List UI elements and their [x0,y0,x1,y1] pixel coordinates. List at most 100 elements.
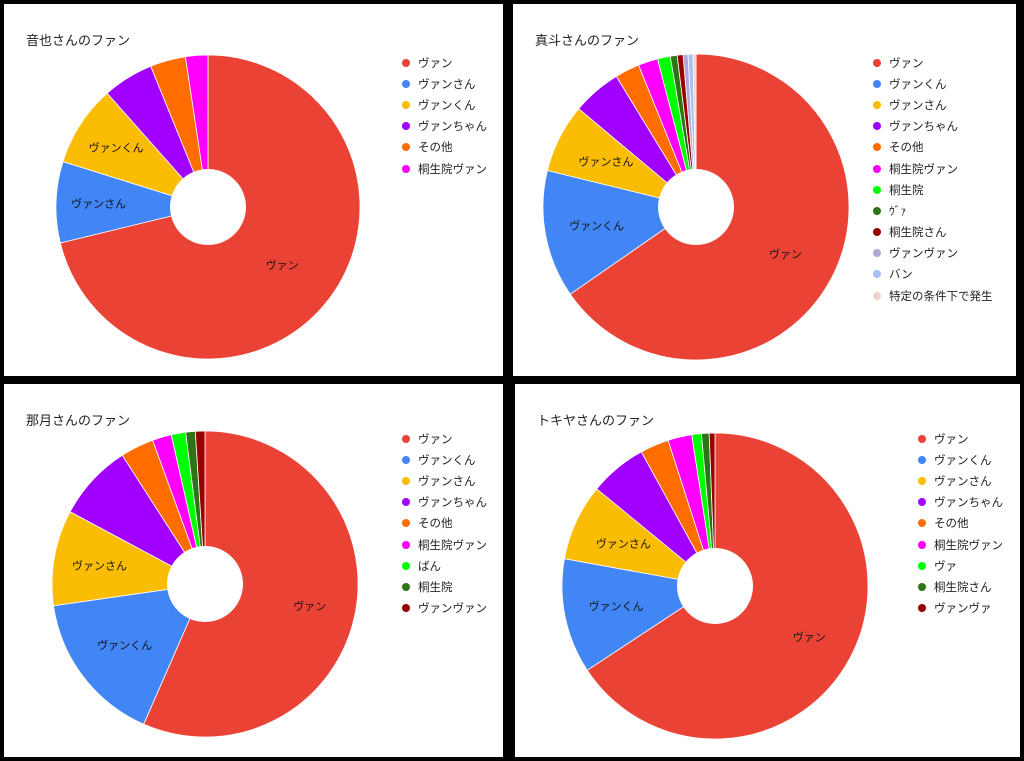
legend-swatch [873,164,881,173]
legend-label: ヴァンちゃん [418,119,487,134]
legend-item: ヴァン [402,428,487,449]
legend-label: ｳﾞｧ [889,203,907,218]
legend-swatch [402,498,410,507]
legend-swatch [873,185,881,194]
legend-label: 桐生院ヴァン [418,537,487,552]
legend-item: 桐生院ヴァン [873,158,993,179]
legend-item: ヴァン [402,52,487,73]
legend-label: ヴァンくん [934,452,992,467]
legend-label: その他 [889,140,924,155]
slice-label: ヴァン [266,258,299,272]
slice-label: ヴァンくん [589,599,644,613]
pie-slice [62,92,210,208]
legend-swatch [402,476,410,485]
legend-label: ヴァンちゃん [418,495,487,510]
pie-chart: ヴァン ヴァンくん ヴァンさん [561,432,869,740]
legend-swatch [402,122,410,131]
legend-item: ｳﾞｧ [873,200,993,221]
legend-label: ヴァン [889,55,924,70]
legend-item: ヴァンちゃん [918,492,1003,513]
slice-label: ヴァンくん [569,218,624,232]
legend-item: ヴァンさん [402,470,487,491]
legend-item: その他 [402,513,487,534]
legend-swatch [873,249,881,258]
chart-title: 音也さんのファン [26,34,131,49]
legend-label: 桐生院 [418,579,453,594]
legend-swatch [918,455,926,464]
legend-label: その他 [934,516,969,531]
legend-label: ばん [418,558,441,573]
legend-label: ヴァ [934,558,957,573]
legend-swatch [918,582,926,591]
legend-label: 桐生院 [889,182,924,197]
legend-item: ヴァンくん [918,449,1003,470]
legend-label: ヴァンヴァン [418,601,487,616]
legend-item: 桐生院ヴァン [402,534,487,555]
legend-item: 桐生院ヴァン [402,158,487,179]
slice-label: ヴァン [293,599,326,613]
legend-item: 桐生院 [873,179,993,200]
pie-slice [184,54,209,208]
legend-item: 特定の条件下で発生 [873,285,993,306]
legend-label: ヴァンヴァン [889,246,958,261]
legend-swatch [402,164,410,173]
legend-item: ばん [402,555,487,576]
donut-hole [167,546,243,622]
chart-panel-oto: 音也さんのファン ヴァン ヴァンさん ヴァンくん ヴァン ヴァンさん ヴァンくん ヴァンち… [4,4,503,376]
legend-item: ヴァンくん [402,94,487,115]
slice-label: ヴァンくん [97,638,152,652]
legend-swatch [402,143,410,152]
legend-item: ヴァンちゃん [873,116,993,137]
pie-chart: ヴァン ヴァンくん ヴァンさん [542,53,850,361]
chart-panel-tokiya: トキヤさんのファン ヴァン ヴァンくん ヴァンさん ヴァン ヴァンくん ヴァンさん ヴァン… [515,384,1020,757]
legend-swatch [918,540,926,549]
legend-item: 桐生院 [402,576,487,597]
legend-label: ヴァン [418,55,453,70]
legend-item: ヴァンさん [402,73,487,94]
slice-label: ヴァンさん [71,197,126,211]
legend-item: ヴァンさん [873,94,993,115]
slice-label: ヴァンさん [596,537,651,551]
chart-legend: ヴァンヴァンさん ヴァンくんヴァンちゃん その他桐生院ヴァン [402,52,487,179]
legend-label: 桐生院さん [934,579,992,594]
legend-item: その他 [918,513,1003,534]
legend-label: ヴァンさん [889,97,947,112]
legend-label: その他 [418,140,453,155]
legend-label: 桐生院ヴァン [934,537,1003,552]
legend-swatch [402,561,410,570]
slice-label: ヴァン [769,247,802,261]
legend-swatch [402,582,410,591]
pie-slice [542,169,697,295]
pie-slice [55,161,210,244]
legend-item: バン [873,264,993,285]
donut-hole [658,169,734,245]
legend-item: ヴァンくん [402,449,487,470]
legend-label: ヴァンくん [889,76,947,91]
legend-swatch [918,519,926,528]
legend-swatch [402,434,410,443]
chart-legend: ヴァン ヴァンくん ヴァンさん ヴァンちゃん その他 桐生院ヴァン 桐生院 ｳﾞｧ 桐生院さんヴ… [873,52,993,306]
legend-item: ヴァ [918,555,1003,576]
legend-label: ヴァンヴァ [934,601,992,616]
legend-item: その他 [873,137,993,158]
pie-slice [51,511,207,607]
pie-chart: ヴァン ヴァンさん ヴァンくん [55,54,361,360]
pie-slice [561,558,717,671]
legend-label: ヴァンさん [418,473,476,488]
chart-title: 那月さんのファン [26,414,131,429]
legend-label: ヴァンさん [934,473,992,488]
legend-item: ヴァン [918,428,1003,449]
legend-item: ヴァンヴァン [873,243,993,264]
legend-label: 桐生院ヴァン [889,161,958,176]
chart-panel-masato: 真斗さんのファン ヴァン ヴァンくん ヴァンさん ヴァン ヴァンくん ヴァンさん ヴァンち… [513,4,1016,376]
pie-slice [708,432,716,587]
legend-item: その他 [402,137,487,158]
slice-label: ヴァンくん [89,141,144,155]
legend-swatch [402,455,410,464]
legend-swatch [402,604,410,613]
pie-slice [692,53,697,208]
legend-swatch [873,228,881,237]
legend-swatch [873,100,881,109]
legend-item: ヴァンヴァン [402,598,487,619]
legend-swatch [402,540,410,549]
